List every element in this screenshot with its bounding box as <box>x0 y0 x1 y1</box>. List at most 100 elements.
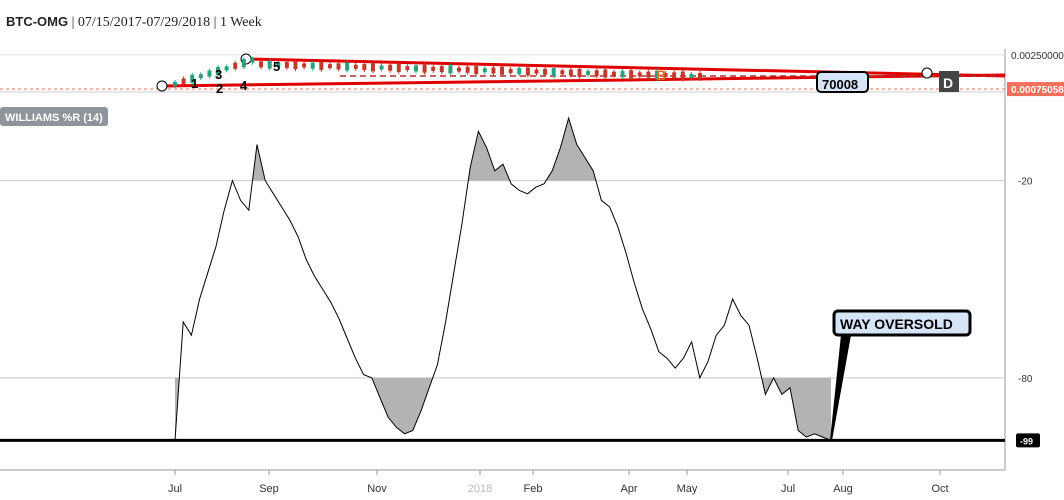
x-tick-label-6: May <box>677 483 698 495</box>
price-candle-body <box>663 73 668 78</box>
price-candle-body <box>577 68 582 77</box>
x-tick-label-3: 2018 <box>468 483 492 495</box>
interval-label: 1 Week <box>219 15 262 30</box>
x-tick-label-0: Jul <box>168 483 182 495</box>
price-candle-body <box>646 71 651 78</box>
price-candle-body <box>336 63 341 70</box>
price-candle-body <box>568 69 573 76</box>
price-candle-body <box>611 71 616 76</box>
price-candle-body <box>284 61 289 68</box>
x-tick-label-8: Aug <box>833 483 853 495</box>
price-candle-body <box>216 67 221 75</box>
pattern-badge-D <box>939 71 959 92</box>
wave-label-2: 2 <box>216 81 223 96</box>
x-tick-label-2: Nov <box>367 483 387 495</box>
extreme-oversold-label: -99 <box>1020 436 1033 446</box>
price-candle-body <box>629 70 634 79</box>
price-candle-body <box>362 64 367 71</box>
overbought-fill <box>252 118 596 181</box>
callout-pointer <box>830 334 852 441</box>
price-candle-body <box>654 70 659 79</box>
wave-label-1: 1 <box>191 76 198 91</box>
price-candle-body <box>620 70 625 77</box>
callout-box <box>832 309 972 337</box>
price-candle-body <box>594 70 599 77</box>
price-candle-body <box>388 64 393 71</box>
williams-r-line <box>174 116 832 441</box>
price-candle-body <box>413 65 418 72</box>
price-candle-body <box>345 62 350 71</box>
price-candle-body <box>370 63 375 72</box>
wave-label-4: 4 <box>240 78 248 93</box>
x-tick-label-9: Oct <box>931 483 948 495</box>
price-candle-body <box>190 74 195 83</box>
price-candle-body <box>319 61 324 70</box>
price-candle-body <box>560 70 565 75</box>
indicator-badge <box>0 107 108 126</box>
price-candle-body <box>698 73 702 79</box>
wr-y-tick-0: -20 <box>1018 177 1033 188</box>
annotation-box-70008 <box>816 71 869 93</box>
price-candle-body <box>689 73 694 78</box>
price-candle-body <box>465 66 470 73</box>
price-candle-body <box>491 67 496 74</box>
title-sep-2: | <box>213 15 217 30</box>
price-candle-body <box>224 66 229 71</box>
price-candle-body <box>379 65 384 70</box>
upper-trendline <box>245 57 1006 78</box>
price-tick-label: 0.00250000 <box>1011 51 1064 62</box>
wedge-point-start <box>156 80 168 92</box>
price-candle-body <box>439 66 444 73</box>
price-candle-body <box>543 68 548 75</box>
annotation-box-70008-label: 70008 <box>822 77 858 92</box>
price-candle-body <box>250 58 255 63</box>
price-candle-body <box>310 62 315 69</box>
date-range-label: 07/15/2017-07/29/2018 <box>77 15 211 30</box>
price-candle-body <box>302 63 307 68</box>
x-tick-label-4: Feb <box>524 483 543 495</box>
price-candle-body <box>431 66 436 71</box>
price-candle-body <box>525 67 530 76</box>
current-price-badge <box>1007 82 1064 97</box>
price-candle-body <box>327 64 332 69</box>
pattern-label-D: D <box>943 75 953 91</box>
price-candle-body <box>672 72 677 79</box>
price-candle-body <box>474 66 479 75</box>
price-candle-body <box>207 70 212 77</box>
current-price-label: 0.00075058 <box>1011 85 1064 96</box>
price-candle-body <box>586 71 591 76</box>
oversold-fill <box>175 377 831 441</box>
callout-text: WAY OVERSOLD <box>840 316 953 332</box>
price-candle-body <box>508 68 513 73</box>
price-candle-body <box>396 63 401 72</box>
price-candle-body <box>173 82 177 86</box>
title-sep-1: | <box>71 15 75 30</box>
wr-y-tick-1: -80 <box>1018 374 1033 385</box>
price-candle-body <box>233 62 238 69</box>
price-candle-body <box>405 66 410 71</box>
price-candle-body <box>603 69 608 78</box>
indicator-title: WILLIAMS %R (14) <box>5 112 103 124</box>
price-candle-body <box>637 72 642 77</box>
symbol-label: BTC-OMG <box>6 14 69 29</box>
price-candle-body <box>241 59 246 68</box>
chart-title: BTC-OMG | 07/15/2017-07/29/2018 | 1 Week <box>6 14 262 31</box>
price-candle-body <box>353 64 358 69</box>
extreme-oversold-badge <box>1016 433 1040 448</box>
x-tick-label-5: Apr <box>620 483 637 495</box>
price-candle-body <box>293 61 298 70</box>
price-candle-body <box>482 68 487 73</box>
wave-label-5: 5 <box>273 59 280 74</box>
price-candle-body <box>276 62 281 67</box>
x-tick-label-7: Jul <box>781 483 795 495</box>
price-candle-body <box>267 60 272 69</box>
price-candle-body <box>517 68 522 75</box>
price-candle-body <box>551 68 556 77</box>
price-candle-body <box>680 71 685 80</box>
wedge-point-end <box>921 67 933 79</box>
price-candle-body <box>457 67 462 72</box>
price-candle-body <box>181 78 186 85</box>
price-candle-body <box>259 61 264 68</box>
